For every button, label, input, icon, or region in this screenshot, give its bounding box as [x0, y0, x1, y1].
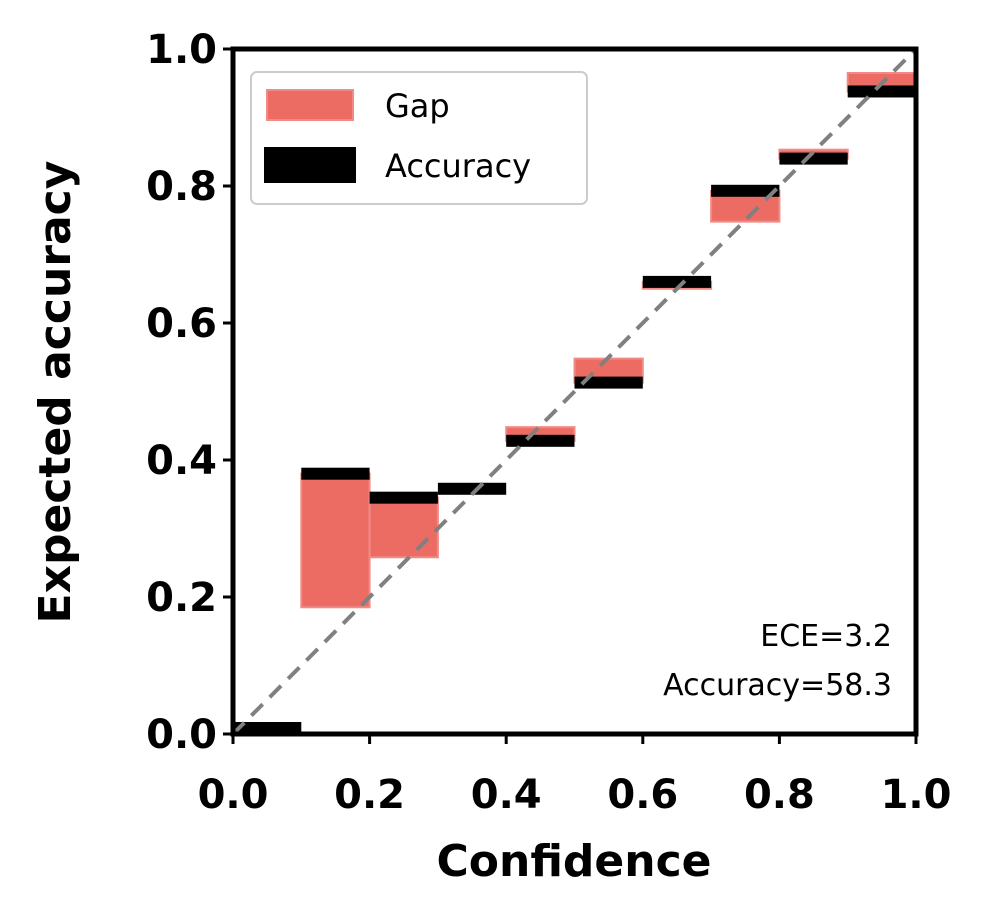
- legend-gap-label: Gap: [385, 87, 450, 125]
- accuracy-bar-7: [711, 184, 780, 197]
- gap-bar-1: [300, 472, 371, 609]
- accuracy-bar-1: [301, 467, 370, 480]
- x-tick-label: 0.8: [744, 772, 815, 818]
- x-tick-label: 0.0: [198, 772, 269, 818]
- x-tick-label: 0.6: [607, 772, 678, 818]
- ticks-layer: 0.0 0.2 0.4 0.6 0.8 1.0 0.0 0.2 0.4 0.6 0.8 1.0: [146, 27, 951, 818]
- y-tick-label: 0.8: [146, 164, 217, 210]
- accuracy-bar-8: [779, 152, 848, 165]
- bins-layer: [233, 71, 918, 734]
- y-tick-label: 1.0: [146, 27, 217, 73]
- perfect-calibration-line: [231, 47, 918, 736]
- accuracy-bar-6: [642, 275, 712, 288]
- legend-accuracy-label: Accuracy: [385, 147, 531, 185]
- x-tick-label: 0.4: [471, 772, 542, 818]
- y-tick-label: 0.0: [146, 712, 217, 758]
- x-tick-label: 1.0: [881, 772, 952, 818]
- gap-bar-2: [368, 496, 439, 559]
- legend-gap-swatch: [266, 89, 354, 121]
- accuracy-bar-9: [847, 85, 916, 98]
- accuracy-bar-5: [574, 376, 643, 389]
- y-tick-label: 0.4: [146, 438, 217, 484]
- accuracy-bar-0: [233, 722, 302, 734]
- ece-annotation: ECE=3.2: [760, 619, 892, 654]
- accuracy-bar-2: [369, 491, 438, 504]
- y-tick-label: 0.6: [146, 301, 217, 347]
- plot-frame: [230, 46, 919, 737]
- y-axis-label: Expected accuracy: [30, 161, 81, 624]
- legend-accuracy-swatch: [264, 147, 356, 183]
- accuracy-bar-3: [437, 482, 507, 495]
- x-axis-label: Confidence: [436, 836, 711, 887]
- legend: Gap Accuracy: [250, 71, 588, 205]
- x-tick-label: 0.2: [334, 772, 405, 818]
- accuracy-bar-4: [506, 434, 575, 447]
- y-tick-label: 0.2: [146, 575, 217, 621]
- accuracy-annotation: Accuracy=58.3: [663, 668, 892, 703]
